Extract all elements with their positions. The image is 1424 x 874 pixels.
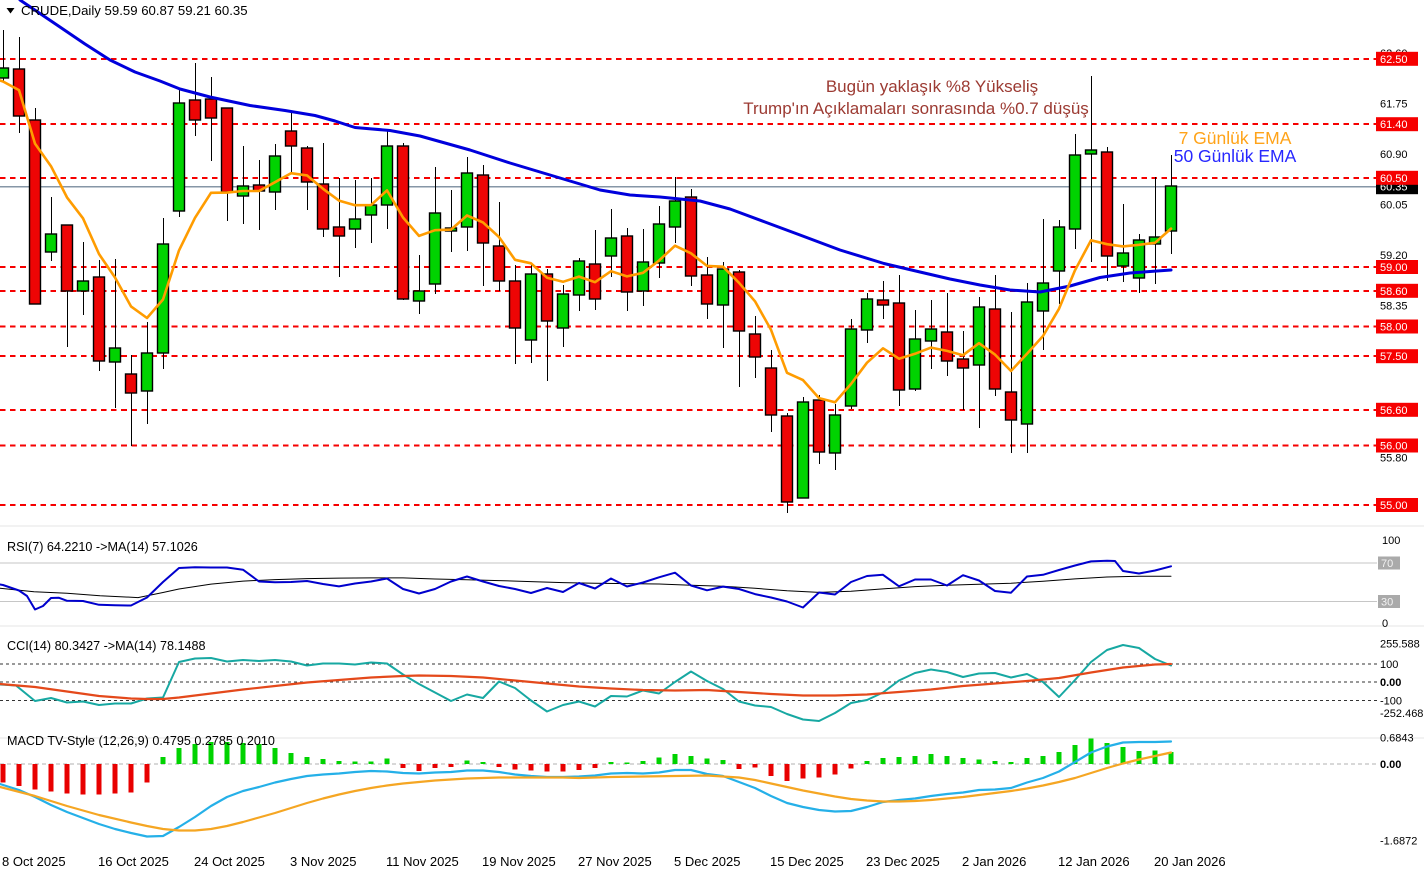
svg-text:CCI(14) 80.3427 ->MA(14) 78.1: CCI(14) 80.3427 ->MA(14) 78.1488 [7, 639, 205, 653]
svg-text:CRUDE,Daily 59.59 60.87 59.21: CRUDE,Daily 59.59 60.87 59.21 60.35 [21, 3, 248, 18]
svg-text:62.50: 62.50 [1380, 54, 1408, 66]
svg-text:255.588: 255.588 [1380, 639, 1420, 651]
svg-text:5 Dec 2025: 5 Dec 2025 [674, 854, 741, 869]
svg-text:-1.6872: -1.6872 [1380, 836, 1417, 848]
svg-text:Trump'ın Açıklamaları sonrasın: Trump'ın Açıklamaları sonrasında %0.7 dü… [743, 99, 1089, 118]
svg-text:0.00: 0.00 [1380, 677, 1401, 689]
svg-text:27 Nov 2025: 27 Nov 2025 [578, 854, 652, 869]
svg-text:55.00: 55.00 [1380, 500, 1408, 512]
svg-text:60.90: 60.90 [1380, 149, 1408, 161]
svg-text:MACD TV-Style (12,26,9) 0.4795: MACD TV-Style (12,26,9) 0.4795 0.2785 0.… [7, 734, 275, 748]
svg-text:11 Nov 2025: 11 Nov 2025 [386, 854, 459, 869]
svg-text:60.05: 60.05 [1380, 200, 1408, 212]
svg-text:23 Dec 2025: 23 Dec 2025 [866, 854, 940, 869]
svg-text:59.20: 59.20 [1380, 250, 1408, 262]
svg-text:0.6843: 0.6843 [1380, 733, 1414, 745]
svg-text:24 Oct 2025: 24 Oct 2025 [194, 854, 265, 869]
svg-text:RSI(7) 64.2210 ->MA(14) 57.10: RSI(7) 64.2210 ->MA(14) 57.1026 [7, 540, 198, 554]
svg-text:61.40: 61.40 [1380, 119, 1408, 131]
svg-text:70: 70 [1381, 558, 1393, 570]
svg-text:57.50: 57.50 [1380, 351, 1408, 363]
svg-text:30: 30 [1381, 597, 1393, 609]
svg-text:Bugün yaklaşık %8 Yükseliş: Bugün yaklaşık %8 Yükseliş [826, 77, 1038, 96]
svg-text:0: 0 [1382, 618, 1388, 630]
svg-text:58.35: 58.35 [1380, 301, 1408, 313]
svg-text:3 Nov 2025: 3 Nov 2025 [290, 854, 357, 869]
svg-text:100: 100 [1382, 535, 1400, 547]
svg-text:12 Jan 2026: 12 Jan 2026 [1058, 854, 1130, 869]
svg-text:7 Günlük EMA: 7 Günlük EMA [1179, 128, 1292, 148]
svg-text:58.00: 58.00 [1380, 322, 1408, 334]
svg-text:15 Dec 2025: 15 Dec 2025 [770, 854, 844, 869]
svg-text:59.00: 59.00 [1380, 262, 1408, 274]
svg-text:56.00: 56.00 [1380, 441, 1408, 453]
svg-text:16 Oct 2025: 16 Oct 2025 [98, 854, 169, 869]
svg-text:58.60: 58.60 [1380, 286, 1408, 298]
svg-text:8 Oct 2025: 8 Oct 2025 [2, 854, 66, 869]
svg-text:50 Günlük EMA: 50 Günlük EMA [1174, 146, 1297, 166]
svg-text:60.50: 60.50 [1380, 173, 1408, 185]
svg-text:100: 100 [1380, 659, 1398, 671]
svg-text:55.80: 55.80 [1380, 452, 1408, 464]
svg-text:20 Jan 2026: 20 Jan 2026 [1154, 854, 1226, 869]
svg-text:-100: -100 [1380, 696, 1402, 708]
svg-text:19 Nov 2025: 19 Nov 2025 [482, 854, 556, 869]
svg-text:61.75: 61.75 [1380, 98, 1408, 110]
svg-text:0.00: 0.00 [1380, 759, 1401, 771]
svg-text:56.60: 56.60 [1380, 405, 1408, 417]
svg-text:-252.468: -252.468 [1380, 708, 1423, 720]
svg-text:2 Jan 2026: 2 Jan 2026 [962, 854, 1026, 869]
